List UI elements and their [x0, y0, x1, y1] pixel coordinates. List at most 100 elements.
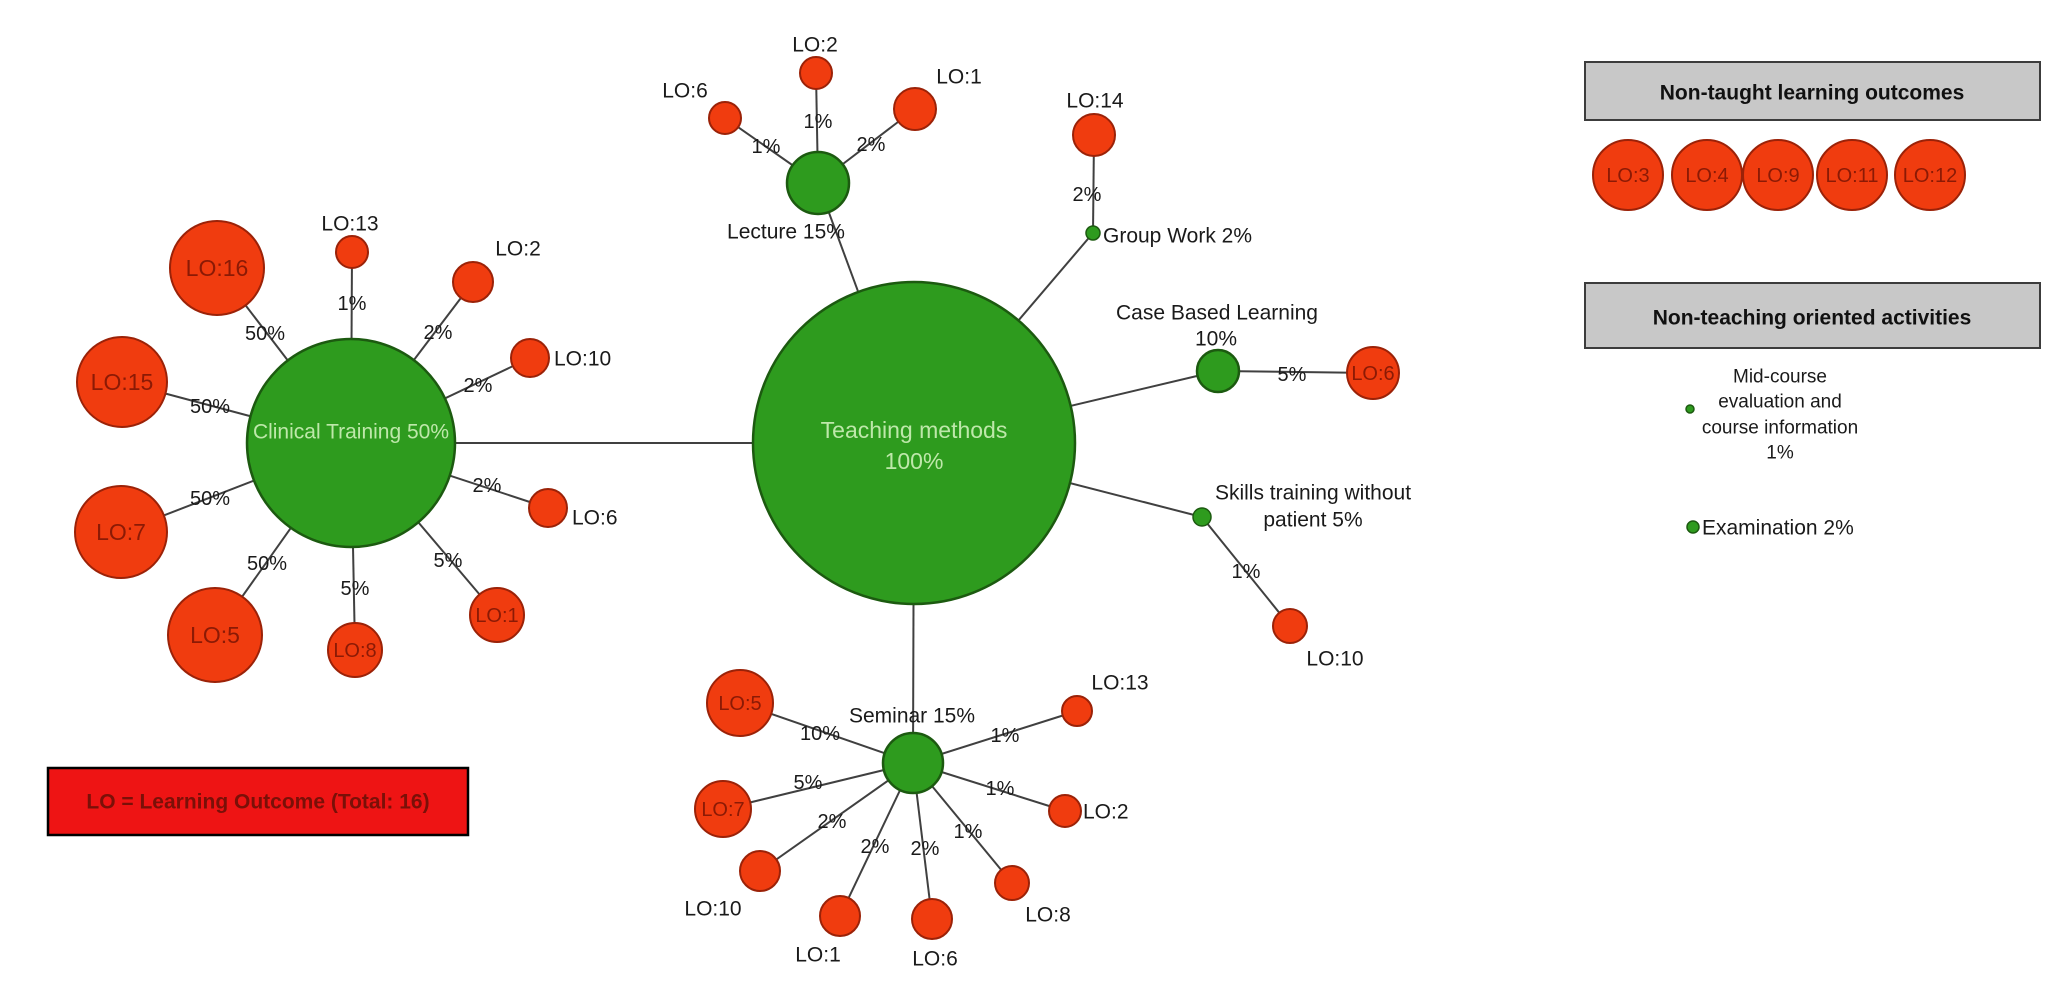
clinical-lo16-pct: 50%: [245, 323, 285, 345]
node-seminar-lo6: [911, 898, 953, 940]
seminar-lo1-label: LO:1: [795, 943, 841, 966]
seminar-lo8-pct: 1%: [954, 821, 983, 843]
labels: Teaching methods 100% Clinical Training …: [91, 33, 1412, 970]
clinical-lo6-label: LO:6: [572, 506, 618, 529]
clinical-lo2-pct: 2%: [424, 322, 453, 344]
groupwork-lo14-pct: 2%: [1073, 184, 1102, 206]
non-taught-title: Non-taught learning outcomes: [1660, 81, 1965, 104]
seminar-lo10-label: LO:10: [684, 897, 741, 920]
non-teaching-title-box: [1584, 282, 2041, 349]
edge-skills-lo10: [1201, 516, 1291, 627]
nontaught-lo9-label: LO:9: [1756, 165, 1799, 187]
casebased-hub-label-line1: Case Based Learning: [1116, 301, 1318, 324]
examination-label: Examination 2%: [1702, 516, 1854, 539]
midcourse-line3: course information: [1702, 418, 1858, 439]
node-group-work: [1085, 225, 1101, 241]
skills-lo10-pct: 1%: [1232, 561, 1261, 583]
node-nontaught-lo11: [1816, 139, 1888, 211]
midcourse-line2: evaluation and: [1718, 392, 1842, 413]
seminar-lo13-pct: 1%: [991, 725, 1020, 747]
node-clinical-lo8: [327, 622, 383, 678]
nontaught-lo12-label: LO:12: [1903, 165, 1957, 187]
clinical-hub-label: Clinical Training 50%: [253, 420, 449, 443]
node-seminar-lo7: [694, 780, 752, 838]
node-skills-lo10: [1272, 608, 1308, 644]
seminar-lo10-pct: 2%: [818, 811, 847, 833]
clinical-lo5-label: LO:5: [190, 622, 240, 648]
seminar-lo6-label: LO:6: [912, 947, 958, 970]
node-clinical-lo16: [169, 220, 265, 316]
seminar-lo6-pct: 2%: [911, 838, 940, 860]
node-seminar: [881, 731, 945, 795]
node-clinical-lo6: [528, 488, 568, 528]
node-clinical-lo13: [335, 235, 369, 269]
midcourse-line1: Mid-course: [1733, 367, 1827, 388]
non-taught-title-box: [1584, 61, 2041, 121]
clinical-lo13-pct: 1%: [338, 293, 367, 315]
node-nontaught-lo9: [1742, 139, 1814, 211]
lecture-hub-label: Lecture 15%: [727, 220, 845, 243]
seminar-lo2-pct: 1%: [986, 778, 1015, 800]
nontaught-lo4-label: LO:4: [1685, 165, 1728, 187]
node-clinical-lo1: [469, 587, 525, 643]
edge-seminar-lo7: [722, 762, 914, 810]
seminar-lo2-label: LO:2: [1083, 800, 1129, 823]
lecture-lo1-label: LO:1: [936, 65, 982, 88]
clinical-lo8-pct: 5%: [341, 578, 370, 600]
clinical-lo7-label: LO:7: [96, 519, 146, 545]
groupwork-hub-label: Group Work 2%: [1103, 224, 1252, 247]
seminar-lo7-label: LO:7: [701, 799, 744, 821]
node-lecture-lo1: [893, 87, 937, 131]
clinical-lo1-pct: 5%: [434, 550, 463, 572]
note-box-group: LO = Learning Outcome (Total: 16): [46, 766, 470, 837]
node-skills-training: [1192, 507, 1212, 527]
seminar-lo7-pct: 5%: [794, 772, 823, 794]
nontaught-lo3-label: LO:3: [1606, 165, 1649, 187]
center-label-line2: 100%: [885, 448, 944, 474]
skills-hub-label-line2: patient 5%: [1263, 508, 1362, 531]
seminar-lo5-label: LO:5: [718, 693, 761, 715]
node-nontaught-lo12: [1894, 139, 1966, 211]
node-clinical-lo7: [74, 485, 168, 579]
skills-hub-label-line1: Skills training without: [1215, 481, 1411, 504]
clinical-lo7-pct: 50%: [190, 488, 230, 510]
node-nontaught-lo3: [1592, 139, 1664, 211]
clinical-lo15-pct: 50%: [190, 396, 230, 418]
node-case-based-learning: [1195, 348, 1241, 394]
seminar-hub-label: Seminar 15%: [849, 704, 975, 727]
nontaught-lo11-label: LO:11: [1826, 165, 1879, 187]
clinical-lo1-label: LO:1: [475, 605, 518, 627]
node-clinical-training: [245, 337, 457, 549]
node-lecture: [785, 150, 851, 216]
node-midcourse-dot: [1685, 404, 1695, 414]
seminar-lo5-pct: 10%: [800, 723, 840, 745]
note-box: [46, 766, 470, 837]
node-teaching-methods: [751, 280, 1077, 606]
node-clinical-lo5: [167, 587, 263, 683]
note-text: LO = Learning Outcome (Total: 16): [86, 790, 429, 813]
node-seminar-lo1: [819, 895, 861, 937]
node-groupwork-lo14: [1072, 113, 1116, 157]
node-seminar-lo5: [706, 669, 774, 737]
casebased-hub-label-line2: 10%: [1195, 327, 1237, 350]
lecture-lo6-label: LO:6: [662, 79, 708, 102]
lecture-lo6-pct: 1%: [752, 136, 781, 158]
center-label-line1: Teaching methods: [821, 417, 1008, 443]
clinical-lo5-pct: 50%: [247, 553, 287, 575]
clinical-lo16-label: LO:16: [186, 255, 249, 281]
clinical-lo10-label: LO:10: [554, 347, 611, 370]
clinical-lo6-pct: 2%: [473, 475, 502, 497]
legend-panel: Non-taught learning outcomes LO:3 LO:4 L…: [1584, 61, 2041, 539]
node-clinical-lo15: [76, 336, 168, 428]
node-clinical-lo10: [510, 338, 550, 378]
skills-lo10-label: LO:10: [1306, 647, 1363, 670]
seminar-lo13-label: LO:13: [1091, 671, 1148, 694]
non-teaching-title: Non-teaching oriented activities: [1653, 306, 1972, 329]
node-seminar-lo13: [1061, 695, 1093, 727]
nodes: [74, 56, 1400, 940]
node-seminar-lo10: [739, 850, 781, 892]
casebased-lo6-pct: 5%: [1278, 364, 1307, 386]
node-seminar-lo2: [1048, 794, 1082, 828]
clinical-lo15-label: LO:15: [91, 369, 154, 395]
